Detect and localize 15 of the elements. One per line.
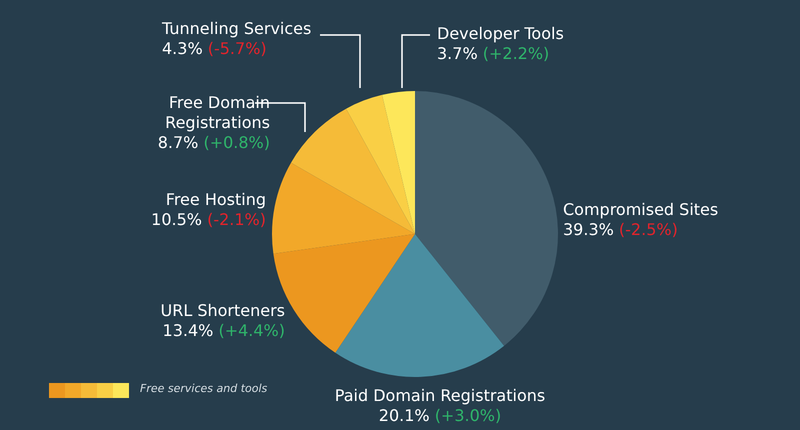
slice-label: Tunneling Services <box>161 19 312 38</box>
data-label: 4.3% (-5.7%) <box>162 39 267 58</box>
slice-label: Compromised Sites <box>563 200 718 220</box>
text: Free services and tools <box>140 382 268 395</box>
data-label: 39.3% (-2.5%) <box>563 220 678 240</box>
slice-label: Developer Tools <box>437 24 564 44</box>
slice-label: URL Shorteners <box>160 301 285 320</box>
data-label: 20.1% (+3.0%) <box>378 406 502 426</box>
data-label: 10.5% (-2.1%) <box>151 210 266 230</box>
data-label: 8.7% (+0.8%) <box>158 133 270 152</box>
slice-label: Free Hosting <box>166 190 266 210</box>
slice-label: Paid Domain Registrations <box>334 386 546 406</box>
slice-label: Free Domain Registrations <box>165 93 270 132</box>
data-label: 13.4% (+4.4%) <box>162 321 286 340</box>
data-label: 3.7% (+2.2%) <box>437 44 550 64</box>
